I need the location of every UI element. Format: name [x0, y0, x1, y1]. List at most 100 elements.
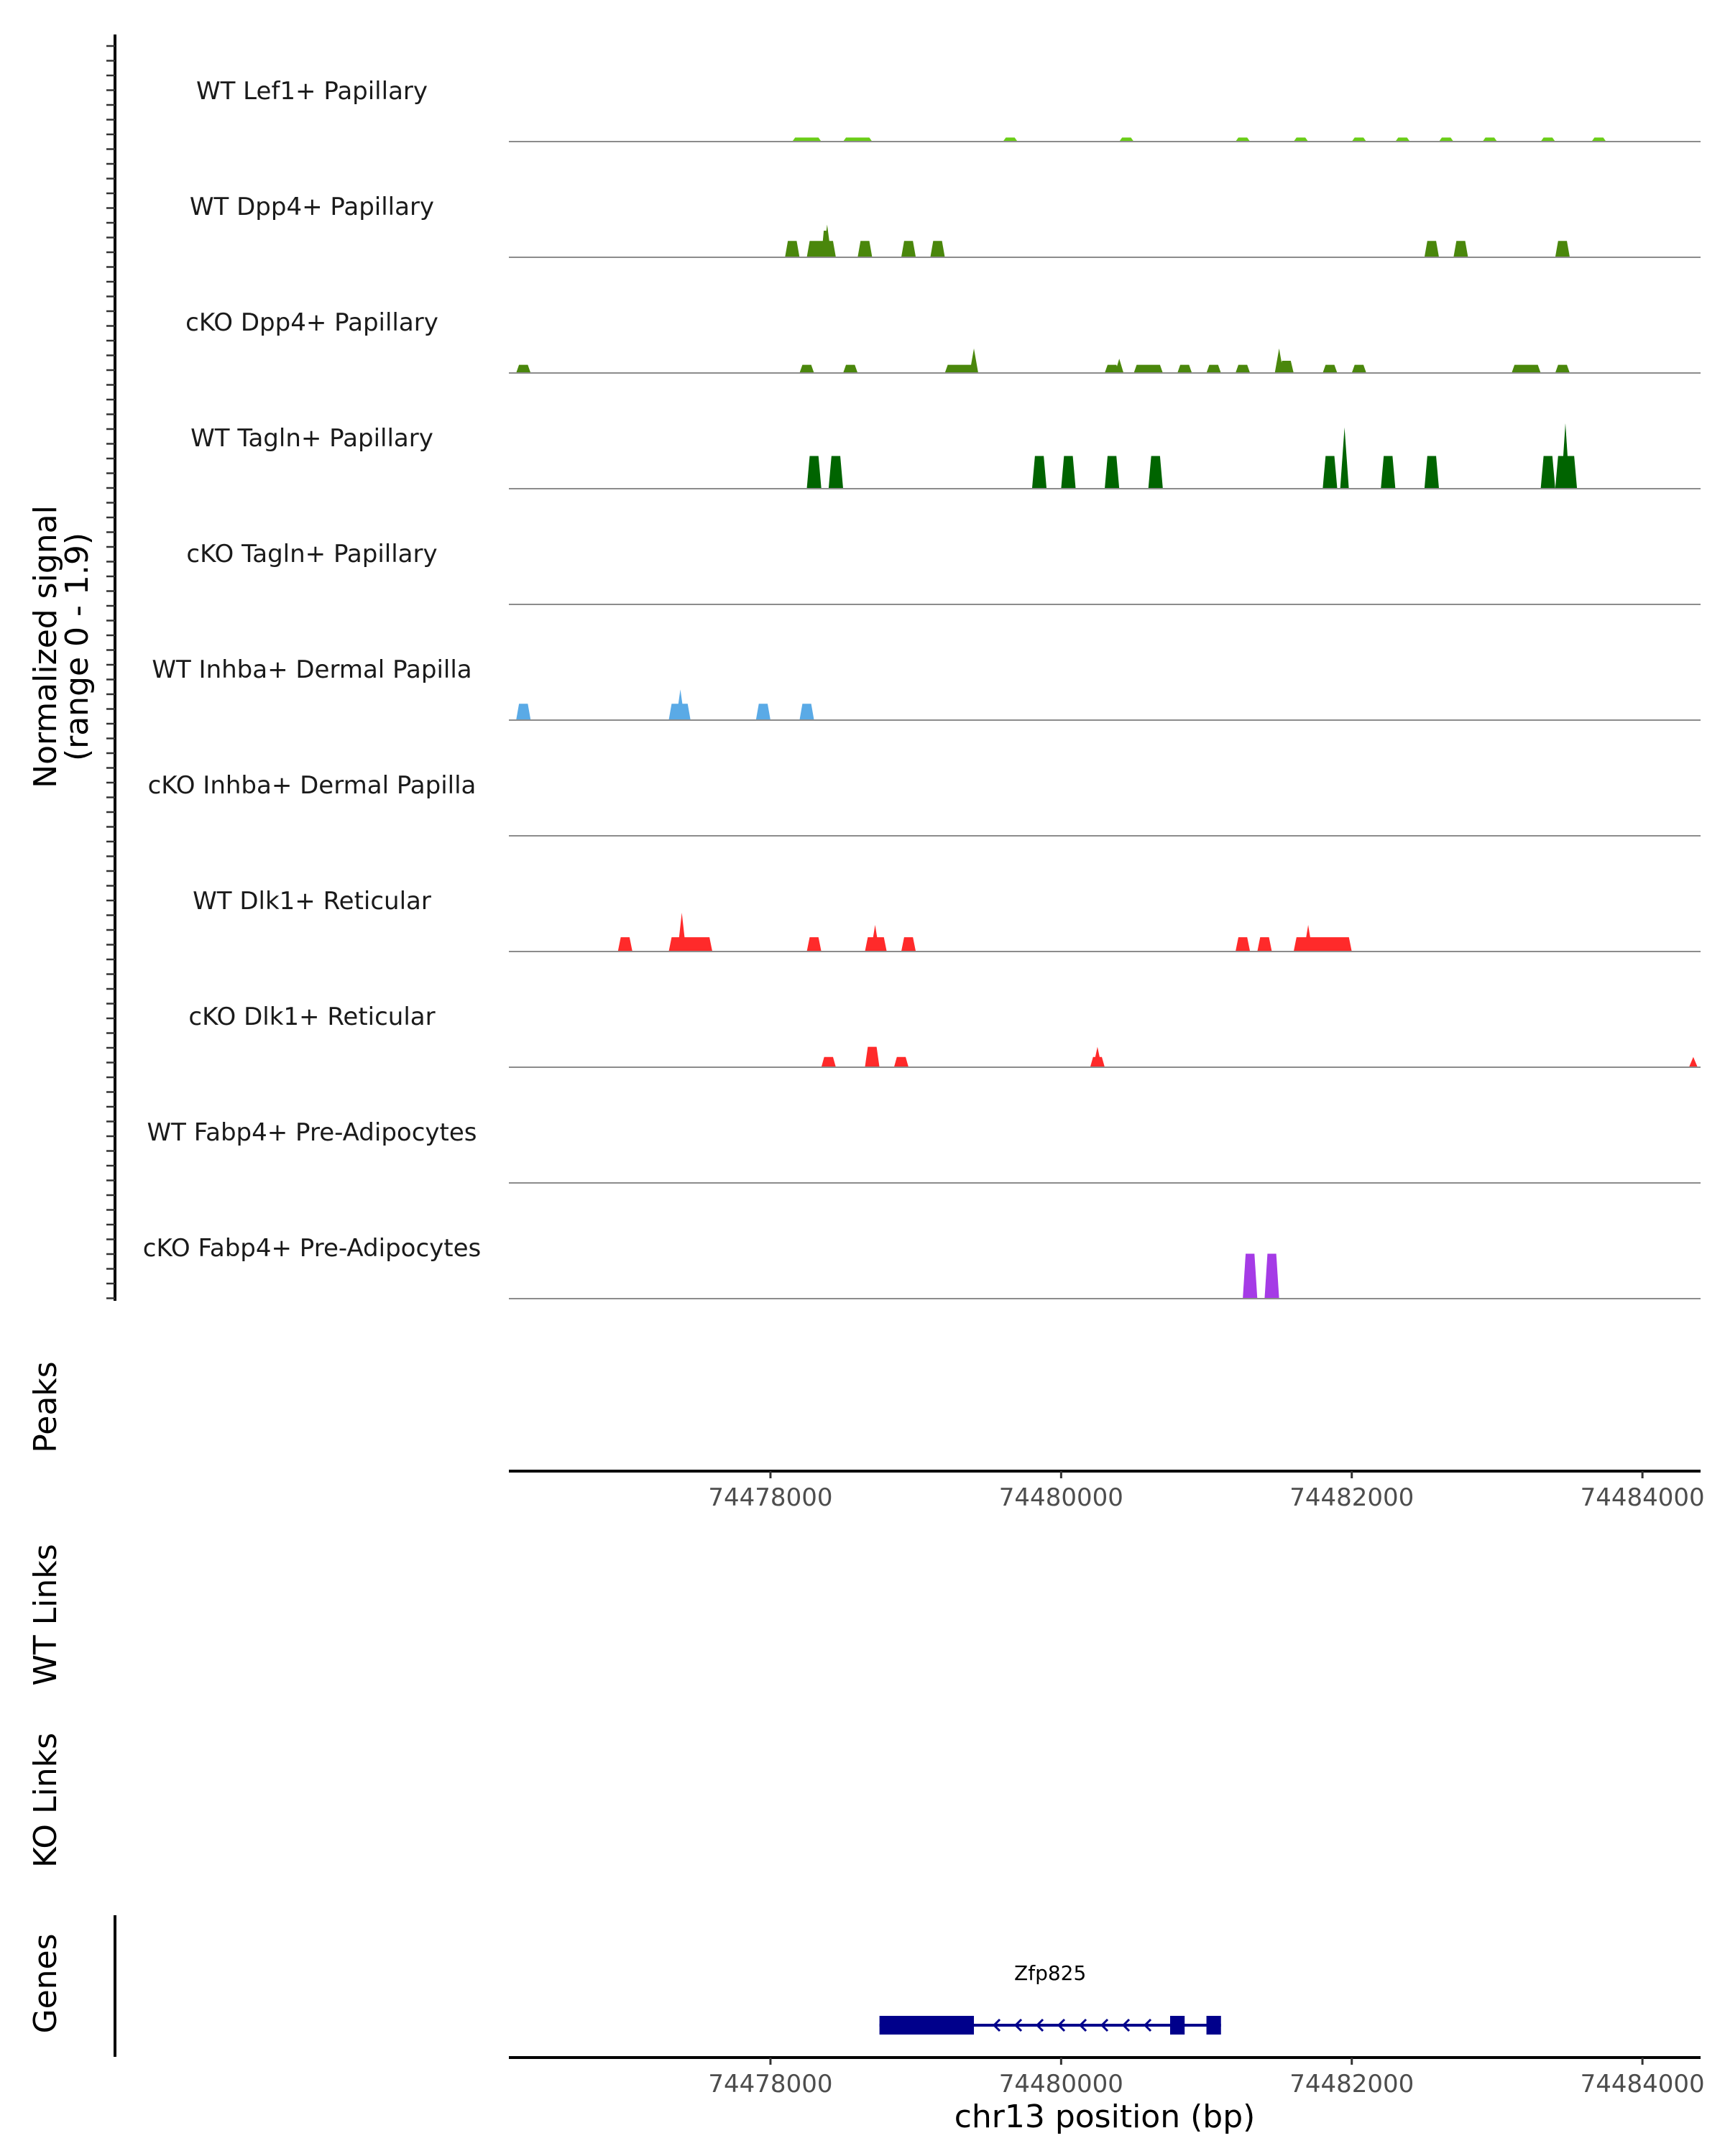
track-label: WT Dpp4+ Papillary — [190, 193, 434, 221]
signal-peak — [1092, 1046, 1102, 1067]
signal-block — [755, 704, 770, 720]
signal-block — [1540, 456, 1555, 489]
track-label: WT Tagln+ Papillary — [190, 424, 433, 453]
signal-block — [843, 364, 858, 373]
strand-arrow — [1121, 2018, 1131, 2032]
signal-block — [1540, 137, 1555, 142]
signal-block — [806, 456, 822, 489]
track-wt-tagln-papillary: WT Tagln+ Papillary — [190, 423, 1701, 489]
track-label: cKO Tagln+ Papillary — [186, 540, 437, 568]
signal-peak — [677, 913, 686, 952]
ko-links-panel-label: KO Links — [27, 1733, 64, 1868]
signal-block — [944, 364, 975, 373]
signal-block — [1257, 937, 1272, 952]
signal-block — [516, 364, 531, 373]
signal-block — [1555, 364, 1570, 373]
track-cko-fabp4-pre-adipocytes: cKO Fabp4+ Pre-Adipocytes — [143, 1234, 1701, 1299]
signal-block — [901, 937, 916, 952]
signal-peak — [822, 224, 832, 257]
signal-peak — [1688, 1056, 1698, 1067]
signal-peak — [1560, 423, 1570, 489]
signal-block — [516, 704, 531, 720]
signal-peak — [1340, 427, 1349, 489]
signal-block — [893, 1056, 909, 1067]
track-wt-dpp4-papillary: WT Dpp4+ Papillary — [190, 193, 1701, 258]
signal-block — [785, 241, 800, 257]
strand-arrow — [1143, 2018, 1152, 2032]
track-label: cKO Fabp4+ Pre-Adipocytes — [143, 1234, 482, 1263]
signal-block — [843, 137, 873, 142]
signal-block — [1322, 456, 1338, 489]
x-axis-title: chr13 position (bp) — [954, 2099, 1256, 2135]
x-tick-label: 74484000 — [1581, 1483, 1705, 1512]
peaks-x-axis-ticks: 74478000 74480000 74482000 74484000 — [708, 1471, 1705, 1512]
signal-block — [1235, 137, 1251, 142]
x-tick-label: 74478000 — [708, 2070, 832, 2099]
signal-block — [792, 137, 822, 142]
signal-block — [1293, 137, 1309, 142]
track-wt-inhba-dermal-papilla: WT Inhba+ Dermal Papilla — [152, 655, 1701, 721]
strand-arrow — [1013, 2018, 1023, 2032]
signal-block — [930, 241, 945, 257]
signal-block — [806, 937, 822, 952]
signal-peak — [970, 348, 979, 373]
wt-links-panel-label: WT Links — [27, 1544, 64, 1685]
signal-block — [1031, 456, 1047, 489]
x-tick-label: 74482000 — [1289, 2070, 1414, 2099]
signal-block — [1264, 1253, 1279, 1299]
signal-peak — [870, 925, 880, 952]
gene-exon — [1169, 2016, 1185, 2035]
signal-block — [1424, 241, 1440, 257]
strand-arrow — [1035, 2018, 1044, 2032]
signal-peak — [676, 689, 685, 720]
gene-exon — [879, 2016, 975, 2035]
signal-block — [1293, 937, 1352, 952]
strand-arrow — [1057, 2018, 1066, 2032]
signal-block — [821, 1056, 836, 1067]
signal-block — [1555, 241, 1570, 257]
gene-zfp825: Zfp825 — [879, 1961, 1221, 2035]
signal-block — [1453, 241, 1468, 257]
genes-panel-label: Genes — [27, 1933, 64, 2033]
gene-track: Zfp825 — [879, 1961, 1221, 2035]
track-label: WT Lef1+ Papillary — [196, 77, 428, 106]
signal-block — [799, 364, 814, 373]
signal-block — [1482, 137, 1497, 142]
track-label: WT Dlk1+ Reticular — [193, 887, 431, 916]
signal-peak — [1274, 348, 1284, 373]
y-axis-ticks — [106, 45, 115, 1299]
signal-block — [1177, 364, 1192, 373]
signal-block — [1351, 364, 1366, 373]
signal-block — [1206, 364, 1221, 373]
peaks-panel-label: Peaks — [27, 1361, 64, 1452]
coverage-tracks: WT Lef1+ Papillary WT Dpp4+ Papillary cKO … — [143, 77, 1701, 1299]
signal-block — [1235, 937, 1251, 952]
signal-block — [1133, 364, 1163, 373]
x-tick-label: 74482000 — [1289, 1483, 1414, 1512]
signal-block — [1591, 137, 1606, 142]
track-label: cKO Dpp4+ Papillary — [185, 308, 438, 337]
track-cko-dlk1-reticular: cKO Dlk1+ Reticular — [188, 1003, 1701, 1068]
x-tick-label: 74478000 — [708, 1483, 832, 1512]
signal-block — [828, 456, 844, 489]
track-label: cKO Inhba+ Dermal Papilla — [148, 771, 477, 800]
signal-block — [1119, 137, 1134, 142]
signal-block — [1395, 137, 1410, 142]
signal-block — [1105, 456, 1120, 489]
strand-arrow — [1078, 2018, 1087, 2032]
signal-block — [857, 241, 873, 257]
track-label: WT Inhba+ Dermal Papilla — [152, 655, 472, 684]
track-wt-lef1-papillary: WT Lef1+ Papillary — [196, 77, 1701, 142]
signal-block — [1235, 364, 1251, 373]
signal-block — [1322, 364, 1338, 373]
track-wt-fabp4-pre-adipocytes: WT Fabp4+ Pre-Adipocytes — [147, 1118, 1701, 1184]
signal-block — [1061, 456, 1076, 489]
signal-peak — [1304, 925, 1313, 952]
genes-x-axis-ticks: 74478000 74480000 74482000 74484000 — [708, 2058, 1705, 2099]
signal-block — [1424, 456, 1440, 489]
signal-block — [865, 1046, 880, 1067]
track-cko-tagln-papillary: cKO Tagln+ Papillary — [186, 540, 1701, 605]
signal-block — [806, 241, 836, 257]
